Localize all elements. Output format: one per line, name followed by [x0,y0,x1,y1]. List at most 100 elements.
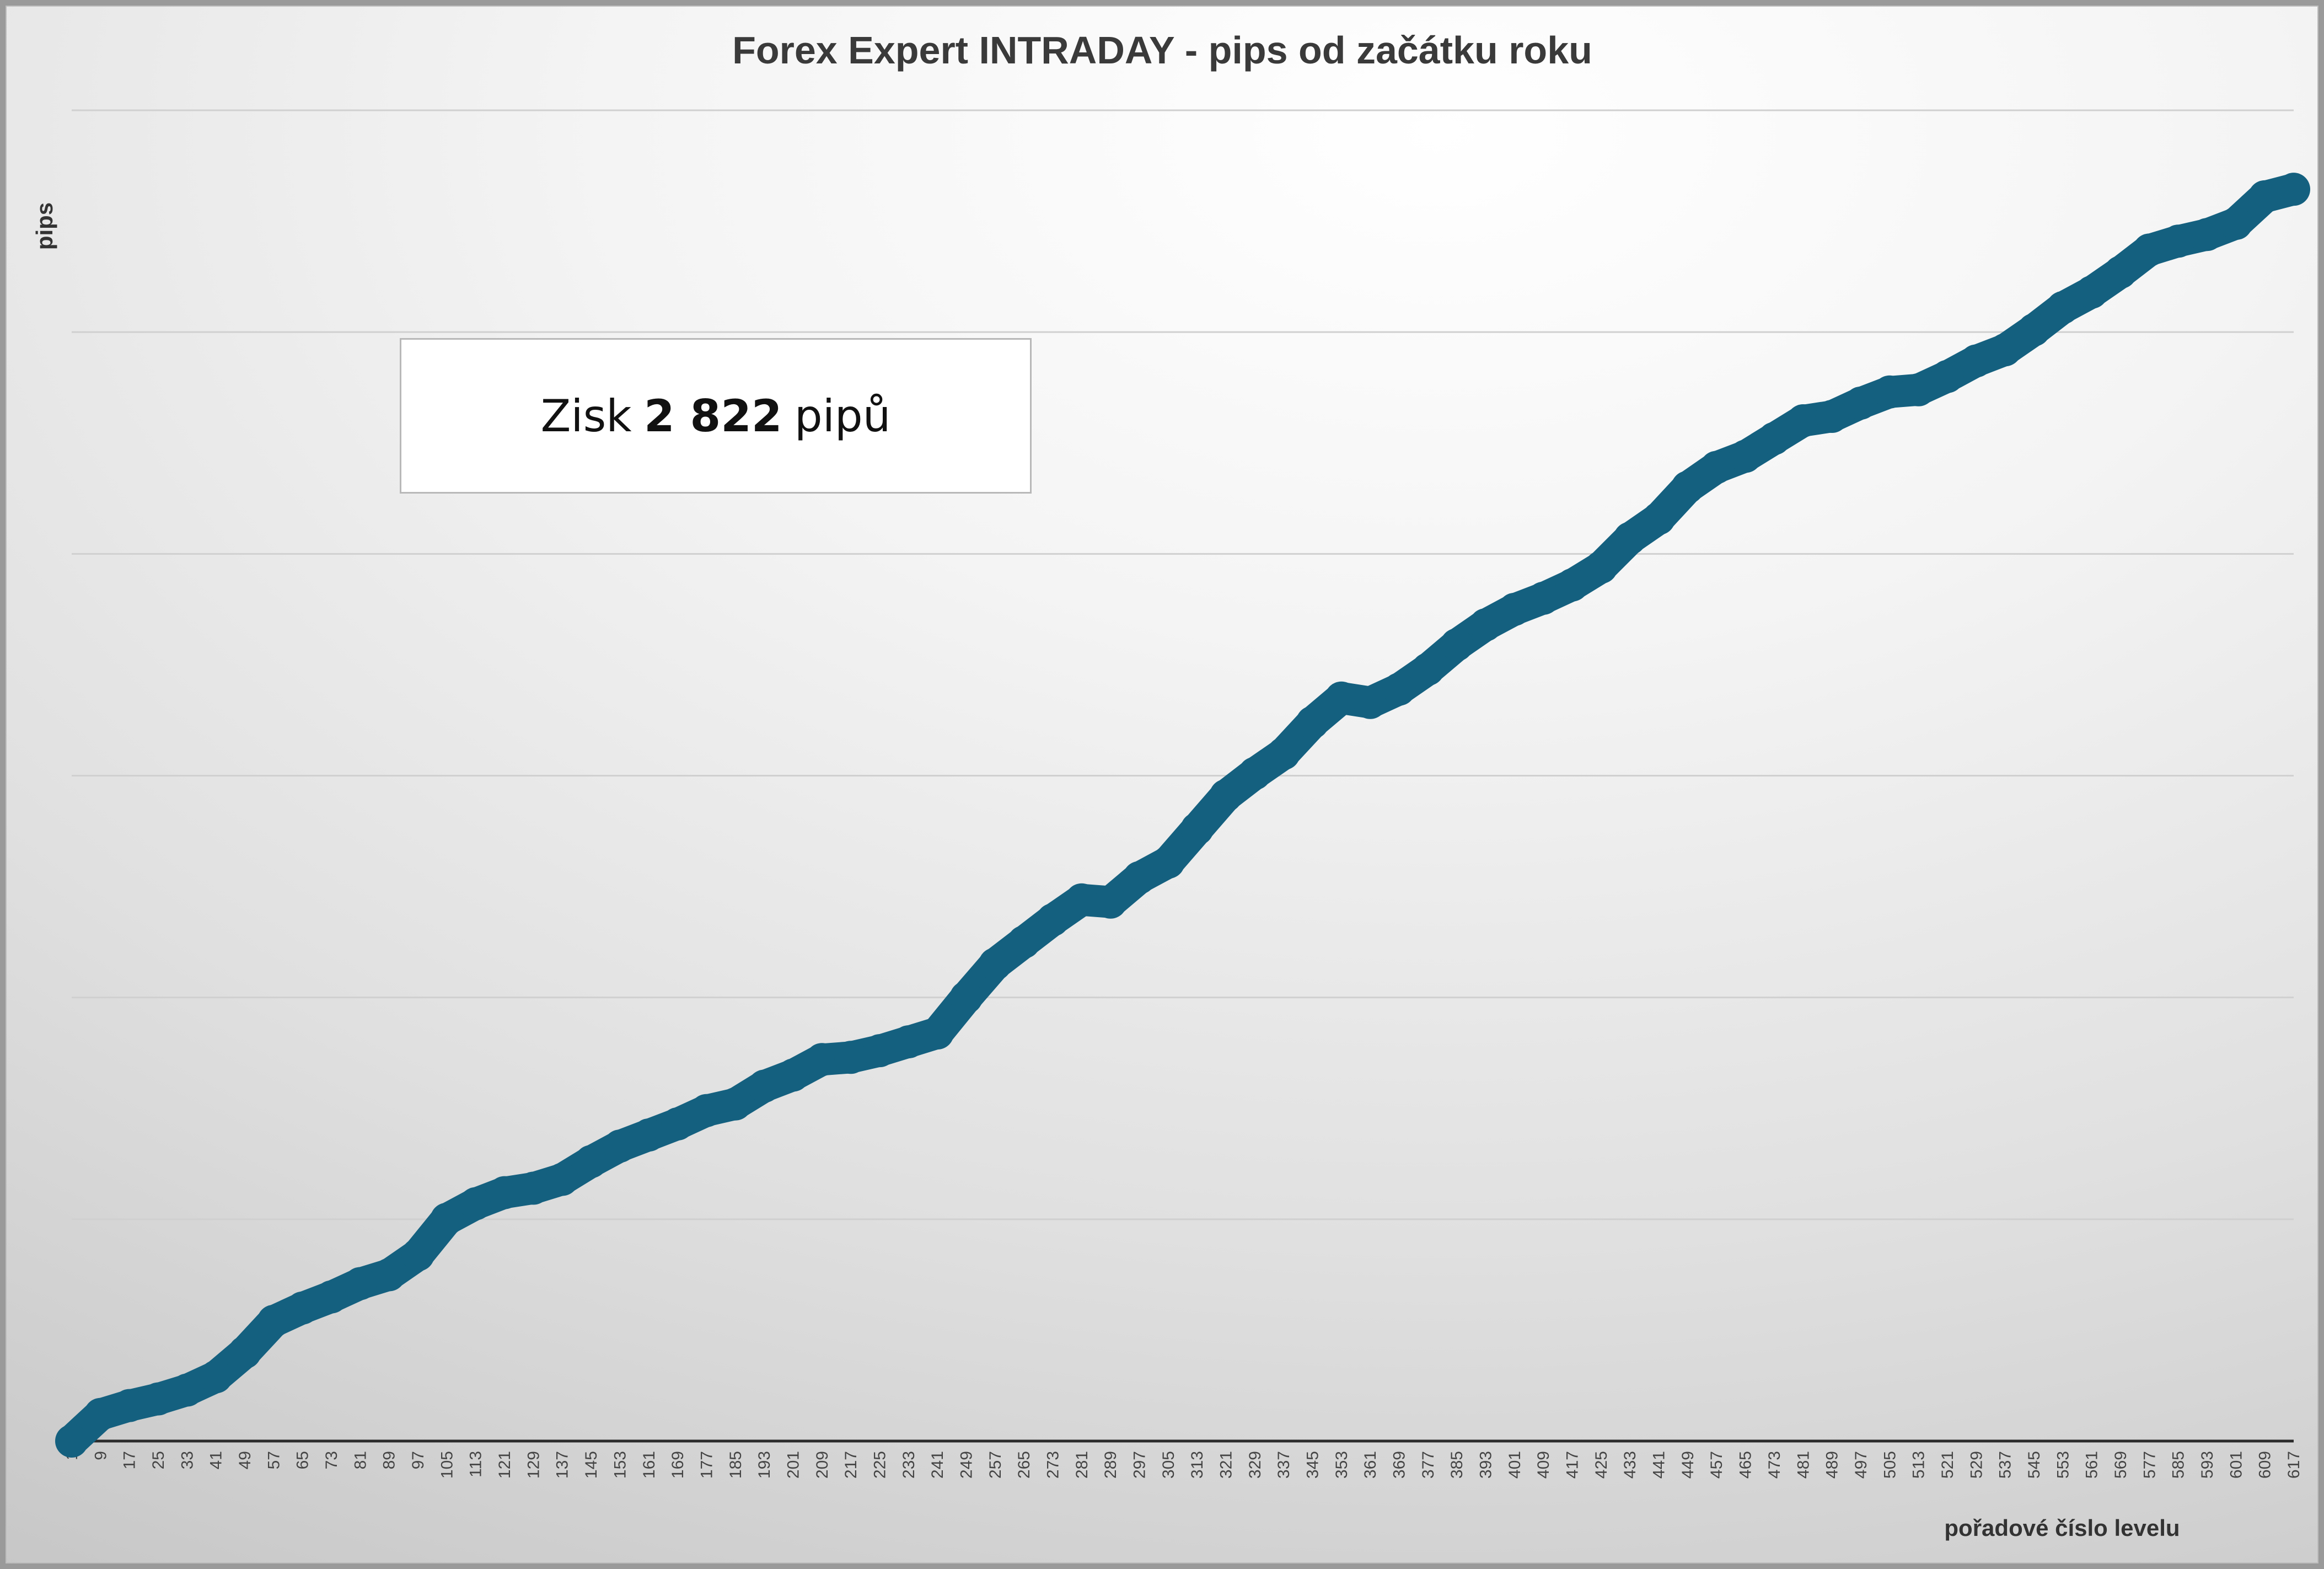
x-tick-label: 377 [1419,1451,1437,1479]
data-point [2219,207,2253,240]
x-tick-label: 569 [2112,1451,2130,1479]
data-point [863,1034,897,1068]
x-tick-label: 225 [871,1451,889,1479]
data-point [632,1118,665,1152]
x-tick-label: 337 [1275,1451,1293,1479]
x-tick-label: 153 [611,1451,629,1479]
data-point [1498,592,1531,626]
x-tick-label: 17 [121,1451,139,1469]
x-tick-label: 57 [265,1451,283,1469]
data-point [1209,779,1243,812]
data-point [748,1069,781,1103]
x-tick-label: 209 [813,1451,831,1479]
x-tick-label: 505 [1881,1451,1899,1479]
x-tick-label: 513 [1910,1451,1928,1479]
data-point [1902,373,1935,406]
x-axis-label: pořadové číslo levelu [1944,1515,2180,1541]
data-point [1469,608,1502,642]
data-point [1786,404,1820,438]
x-tick-label: 369 [1391,1451,1409,1479]
x-tick-label: 385 [1448,1451,1466,1479]
x-tick-label: 561 [2083,1451,2101,1479]
x-tick-label: 489 [1823,1451,1842,1479]
x-tick-label: 409 [1534,1451,1553,1479]
x-tick-label: 553 [2054,1451,2072,1479]
data-point [1238,757,1271,790]
x-tick-label: 193 [755,1451,774,1479]
x-tick-label: 241 [928,1451,947,1479]
chart-area [6,6,2318,1563]
data-point [545,1163,579,1196]
x-tick-label: 65 [294,1451,312,1469]
data-point [1382,672,1416,706]
x-tick-label: 25 [149,1451,168,1469]
data-point [1065,883,1098,917]
data-point [142,1382,175,1416]
data-point [517,1171,550,1205]
x-tick-label: 233 [900,1451,918,1479]
x-tick-label: 33 [178,1451,196,1469]
x-tick-label: 425 [1592,1451,1611,1479]
x-tick-label: 201 [784,1451,802,1479]
data-point [228,1336,262,1369]
data-point [2133,233,2166,267]
x-tick-label: 113 [467,1451,485,1477]
x-tick-label: 577 [2140,1451,2159,1479]
x-tick-label: 449 [1679,1451,1697,1479]
data-point [1700,451,1733,484]
data-point [1123,861,1156,895]
x-tick-label: 617 [2285,1451,2303,1479]
data-point [257,1304,291,1338]
data-point [1815,399,1849,433]
data-point [2103,255,2137,289]
data-point [690,1094,723,1127]
x-tick-label: 481 [1794,1451,1812,1479]
data-point [1324,681,1358,715]
data-point [2161,224,2195,258]
x-tick-label: 161 [640,1451,658,1479]
x-tick-label: 129 [524,1451,543,1479]
x-tick-label: 169 [669,1451,687,1479]
data-point [343,1267,377,1300]
x-tick-label: 393 [1477,1451,1495,1479]
x-tick-label: 417 [1564,1451,1582,1479]
data-point [372,1258,406,1292]
data-point [1844,386,1877,420]
data-point [949,981,983,1014]
x-tick-label: 601 [2227,1451,2245,1479]
data-point [1527,581,1560,615]
x-tick-label: 105 [438,1451,456,1479]
x-tick-label: 321 [1217,1451,1236,1479]
data-point [1729,440,1762,473]
x-tick-label: 457 [1708,1451,1726,1479]
x-tick-label: 73 [323,1451,341,1469]
x-tick-label: 265 [1015,1451,1033,1479]
data-point [805,1043,839,1077]
series-layer [55,173,2310,1458]
data-point [2190,218,2224,251]
x-tick-label: 313 [1188,1451,1206,1479]
x-tick-label: 177 [697,1451,716,1479]
data-point [1613,522,1647,555]
profit-annotation-box: Zisk 2 822 pipů [400,338,1032,494]
data-point [1036,903,1070,936]
annotation-value: 2 822 [644,390,782,442]
x-tick-label: 217 [842,1451,860,1479]
data-point [1671,470,1704,504]
x-tick-label: 145 [582,1451,600,1479]
data-point [459,1187,492,1220]
x-tick-label: 185 [727,1451,745,1479]
data-point [978,947,1012,981]
data-point [286,1291,319,1325]
data-point [55,1425,88,1458]
data-point [1411,652,1445,686]
x-tick-label: 361 [1361,1451,1380,1479]
data-point [1007,925,1041,959]
x-tick-label: 401 [1506,1451,1524,1479]
data-point [776,1058,810,1092]
y-axis-label: pips [31,202,57,250]
data-point [2248,180,2282,213]
data-point [112,1389,146,1422]
data-point [1354,686,1387,719]
